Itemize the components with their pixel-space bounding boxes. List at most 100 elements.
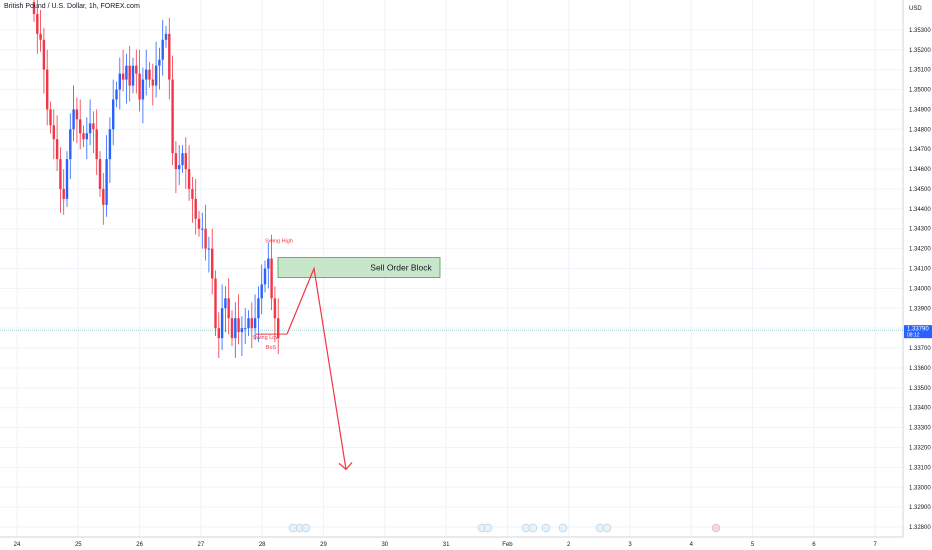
candle-body	[204, 228, 207, 249]
candle-body	[82, 133, 85, 140]
candle-body	[158, 59, 161, 66]
candle-body	[234, 318, 237, 339]
candle-body	[115, 89, 118, 100]
x-tick-label: 7	[874, 542, 878, 548]
candle-body	[227, 298, 230, 319]
candle-body	[191, 188, 194, 199]
candle-body	[108, 129, 112, 160]
candle-body	[187, 169, 191, 189]
candle-body	[273, 298, 277, 319]
y-tick-label: 1.33700	[909, 346, 931, 352]
candle-body	[263, 268, 267, 285]
flag-icon	[301, 523, 311, 533]
price-tag-value: 1.33790	[907, 327, 929, 333]
candle-body	[42, 39, 46, 70]
candle-body	[237, 318, 240, 333]
chart-grid	[0, 0, 903, 537]
candle-body	[154, 65, 158, 86]
candle-body	[217, 328, 220, 339]
candle-body	[161, 39, 164, 60]
swing-high-label: Swing High	[265, 239, 293, 245]
candle-body	[36, 13, 39, 34]
candle-body	[135, 65, 138, 74]
candle-body	[141, 79, 145, 100]
candle-body	[277, 318, 280, 339]
candle-body	[197, 218, 201, 229]
flag-icon	[558, 523, 568, 533]
candle-body	[178, 165, 181, 170]
candle-body	[59, 159, 62, 189]
candle-body	[125, 65, 128, 80]
y-tick-label: 1.33600	[909, 366, 931, 372]
y-tick-label: 1.34600	[909, 167, 931, 173]
candle-body	[55, 139, 59, 160]
y-tick-label: 1.35300	[909, 28, 931, 34]
y-tick-label: 1.34800	[909, 127, 931, 133]
y-tick-label: 1.35100	[909, 68, 931, 74]
economic-events[interactable]	[288, 523, 721, 533]
candle-body	[164, 33, 168, 40]
candle-body	[201, 228, 204, 230]
flag-icon	[711, 523, 721, 533]
candle-body	[184, 153, 187, 170]
candle-body	[105, 159, 108, 205]
y-tick-label: 1.32800	[909, 525, 931, 531]
candle-body	[118, 73, 121, 90]
candle-body	[112, 99, 115, 130]
x-tick-label: 27	[198, 542, 205, 548]
y-tick-label: 1.34500	[909, 187, 931, 193]
candle-body	[211, 248, 214, 279]
candle-body	[253, 318, 257, 329]
projection-arrowhead	[338, 461, 353, 471]
sell-order-block-label: Sell Order Block	[370, 263, 432, 273]
candle-body	[257, 298, 260, 319]
candle-body	[95, 129, 98, 160]
price-tag-countdown: 08:12	[907, 333, 920, 339]
candle-body	[145, 69, 148, 80]
x-tick-label: 3	[628, 542, 632, 548]
candle-body	[214, 278, 217, 329]
candle-body	[267, 258, 270, 269]
x-tick-label: 25	[75, 542, 82, 548]
y-tick-label: 1.34000	[909, 286, 931, 292]
flag-icon	[528, 523, 538, 533]
candle-body	[207, 248, 211, 250]
x-tick-label: 29	[320, 542, 327, 548]
candle-body	[148, 69, 151, 80]
x-tick-label: 30	[381, 542, 388, 548]
candlestick-series	[32, 0, 280, 358]
candle-body	[69, 129, 72, 160]
candle-body	[174, 153, 178, 170]
x-tick-label: 5	[751, 542, 755, 548]
candle-body	[224, 298, 227, 309]
candle-body	[62, 188, 65, 199]
flag-icon	[602, 523, 612, 533]
candle-body	[102, 188, 105, 205]
y-tick-label: 1.33000	[909, 485, 931, 491]
candle-body	[88, 123, 92, 134]
candle-body	[168, 33, 171, 80]
x-tick-label: 4	[690, 542, 694, 548]
candle-body	[128, 65, 131, 86]
candle-body	[260, 284, 263, 299]
y-tick-label: 1.33300	[909, 426, 931, 432]
y-tick-label: 1.34400	[909, 207, 931, 213]
flag-icon	[483, 523, 493, 533]
sell-order-block-zone	[277, 257, 441, 278]
y-tick-label: 1.32900	[909, 505, 931, 511]
y-tick-label: 1.33200	[909, 445, 931, 451]
y-tick-label: 1.35000	[909, 88, 931, 94]
y-tick-label: 1.34700	[909, 147, 931, 153]
y-tick-label: 1.34200	[909, 247, 931, 253]
candle-body	[270, 258, 273, 299]
candle-body	[79, 119, 82, 134]
candle-body	[121, 73, 125, 80]
y-tick-label: 1.34300	[909, 227, 931, 233]
candle-body	[138, 73, 141, 100]
x-tick-label: 28	[259, 542, 266, 548]
drawing-annotations[interactable]: Sell Order Block Swing High Swing Low BoS	[253, 239, 441, 471]
x-tick-label: 6	[812, 542, 816, 548]
currency-label: USD	[909, 6, 922, 12]
